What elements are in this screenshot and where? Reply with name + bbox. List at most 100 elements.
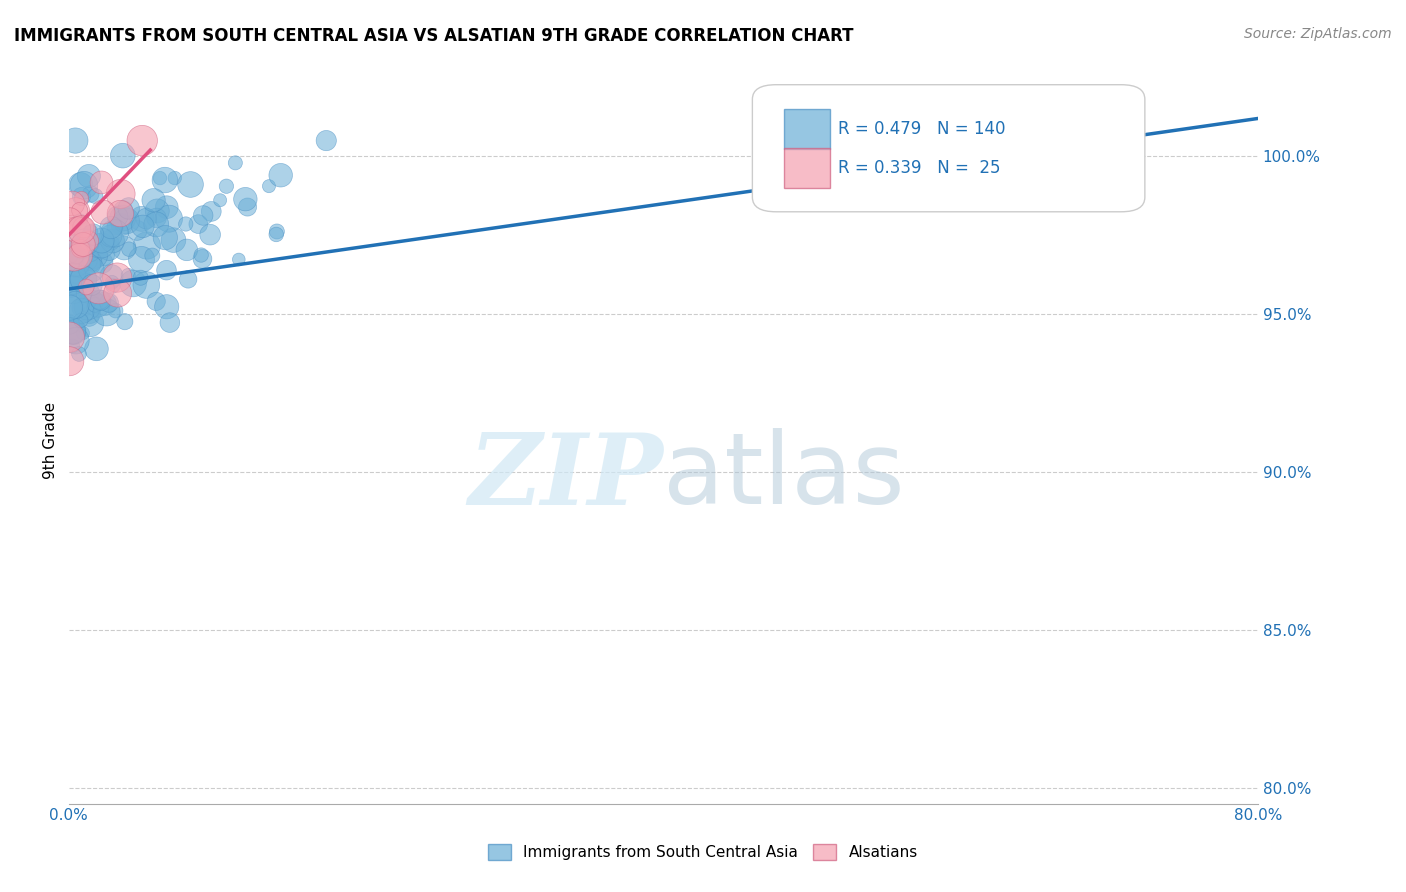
Point — [65, 260, 87, 274]
Point — [91, 247, 114, 261]
Point — [100, 220, 122, 235]
Point — [87, 298, 110, 312]
Point — [60, 196, 83, 211]
Point — [77, 234, 100, 248]
Point — [75, 254, 97, 268]
Point — [100, 269, 122, 284]
Point — [131, 211, 153, 226]
Point — [87, 281, 110, 295]
Point — [104, 219, 127, 234]
Point — [62, 339, 84, 353]
Point — [107, 286, 129, 301]
Point — [122, 277, 145, 291]
Point — [77, 310, 100, 324]
Point — [60, 274, 83, 288]
Point — [101, 235, 124, 250]
Point — [117, 268, 139, 283]
Point — [101, 275, 124, 289]
Point — [193, 209, 215, 223]
Point — [112, 241, 135, 255]
Point — [257, 179, 280, 194]
Point — [131, 252, 153, 267]
Point — [84, 189, 107, 203]
Point — [69, 249, 91, 263]
Point — [89, 293, 111, 307]
Text: R = 0.339   N =  25: R = 0.339 N = 25 — [838, 159, 1001, 178]
Y-axis label: 9th Grade: 9th Grade — [44, 402, 58, 479]
Point — [70, 222, 93, 236]
Point — [110, 206, 132, 220]
Point — [198, 227, 221, 242]
Point — [94, 297, 117, 311]
Point — [156, 200, 179, 214]
Point — [105, 270, 128, 285]
Point — [191, 252, 214, 266]
Point — [70, 301, 93, 315]
Point — [59, 318, 82, 332]
Point — [80, 248, 103, 262]
Point — [111, 149, 134, 163]
Point — [77, 286, 100, 301]
Point — [80, 295, 103, 310]
Point — [86, 342, 108, 356]
Point — [101, 234, 124, 248]
Point — [84, 243, 107, 257]
Point — [59, 240, 82, 254]
Point — [118, 242, 141, 256]
Point — [60, 324, 83, 338]
Point — [69, 203, 91, 218]
Point — [90, 293, 112, 308]
Point — [174, 217, 197, 231]
Point — [75, 280, 97, 294]
Point — [63, 326, 86, 340]
Point — [60, 283, 83, 297]
Point — [77, 254, 100, 268]
Point — [129, 270, 152, 285]
Point — [79, 257, 101, 271]
Point — [112, 203, 135, 218]
Point — [159, 316, 181, 330]
Point — [177, 272, 200, 286]
Point — [66, 267, 89, 281]
Point — [62, 248, 84, 262]
Point — [69, 244, 91, 259]
Point — [76, 300, 98, 314]
Point — [58, 330, 80, 344]
Point — [67, 347, 90, 361]
Point — [65, 256, 87, 270]
Point — [141, 249, 163, 263]
Point — [135, 211, 157, 226]
Point — [110, 186, 132, 201]
Point — [80, 262, 103, 277]
Point — [72, 272, 94, 286]
Point — [73, 287, 96, 301]
Point — [80, 186, 103, 201]
Point — [190, 248, 212, 262]
Point — [63, 237, 86, 252]
Point — [73, 178, 96, 193]
Point — [62, 275, 84, 289]
Point — [187, 217, 209, 231]
Point — [176, 243, 198, 257]
Point — [131, 134, 153, 148]
Point — [59, 252, 82, 266]
Point — [90, 234, 112, 248]
Point — [101, 278, 124, 293]
Point — [145, 218, 167, 232]
Point — [69, 242, 91, 256]
Point — [111, 211, 134, 225]
Point — [236, 200, 259, 214]
Point — [65, 250, 87, 264]
Point — [209, 193, 232, 207]
Point — [59, 249, 82, 263]
Point — [127, 223, 149, 237]
Point — [66, 223, 89, 237]
Point — [266, 225, 288, 239]
Point — [69, 215, 91, 229]
Point — [67, 277, 90, 292]
Point — [118, 202, 141, 216]
Point — [70, 189, 93, 203]
Point — [69, 313, 91, 327]
Point — [100, 229, 122, 244]
Point — [62, 268, 84, 283]
